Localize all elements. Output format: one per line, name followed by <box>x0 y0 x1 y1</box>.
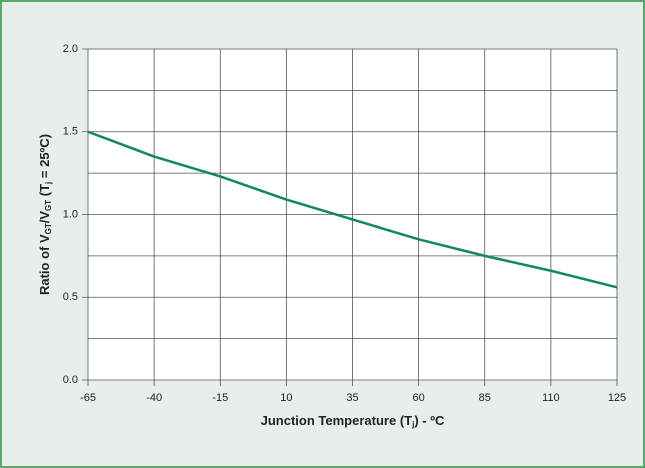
x-tick-label: 35 <box>346 392 358 404</box>
label-part: GT <box>44 223 53 234</box>
label-part: ) - ºC <box>414 413 445 428</box>
label-part: = 25ºC) <box>37 134 52 182</box>
x-axis-label: Junction Temperature (Tj) - ºC <box>261 413 445 429</box>
x-tick-label: 110 <box>542 392 560 404</box>
x-tick-label: 85 <box>479 392 491 404</box>
y-axis-label: Ratio of VGT/VGT (Tj = 25ºC) <box>37 134 53 295</box>
label-part: (T <box>37 184 52 200</box>
x-tick-label: -65 <box>80 392 96 404</box>
label-part: j <box>44 182 53 185</box>
label-part: j <box>411 420 414 429</box>
y-tick-label: 2.0 <box>63 43 78 55</box>
label-part: /V <box>37 211 52 224</box>
y-tick-label: 0.0 <box>63 374 78 386</box>
x-tick-label: 10 <box>280 392 292 404</box>
label-part: GT <box>44 200 53 211</box>
label-part: Ratio of V <box>37 234 52 295</box>
y-tick-label: 0.5 <box>63 291 78 303</box>
x-tick-label: -40 <box>146 392 162 404</box>
y-tick-label: 1.0 <box>63 208 78 220</box>
x-tick-label: 60 <box>413 392 425 404</box>
y-tick-label: 1.5 <box>63 126 78 138</box>
data-line <box>87 130 618 289</box>
x-tick-label: 125 <box>608 392 626 404</box>
label-part: Junction Temperature (T <box>261 413 413 428</box>
x-tick-label: -15 <box>212 392 228 404</box>
